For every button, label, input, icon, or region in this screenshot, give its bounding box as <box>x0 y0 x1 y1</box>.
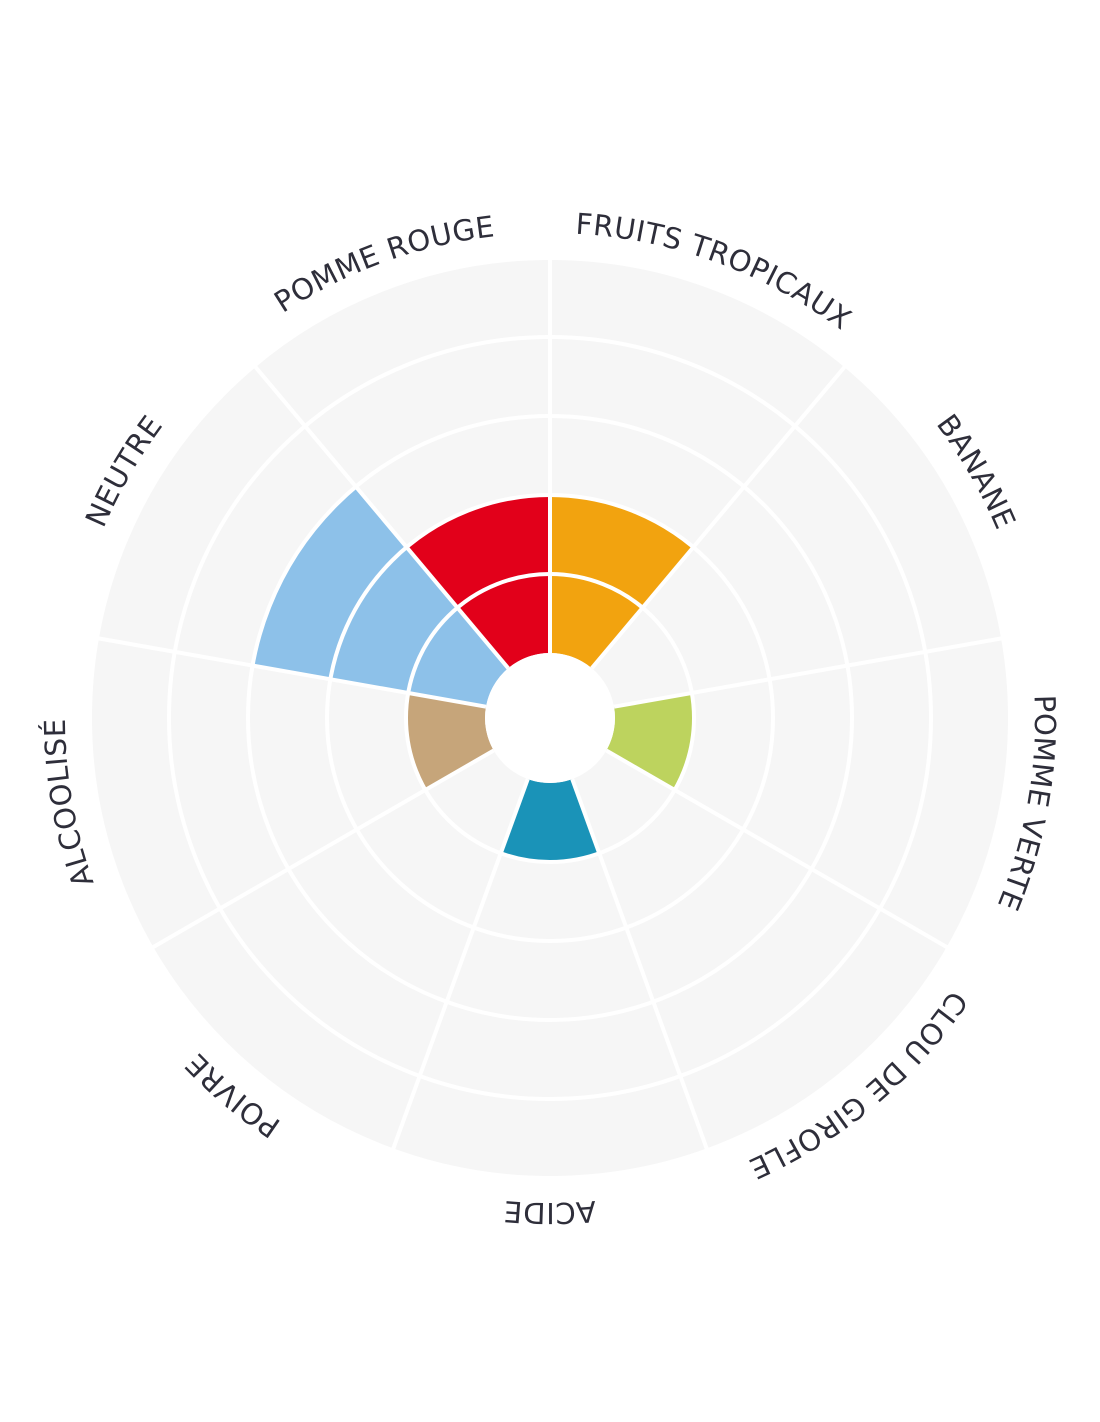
grid-spoke <box>605 748 950 950</box>
wedges <box>252 486 694 862</box>
grid-spoke <box>252 364 510 670</box>
wedge-pomme-verte <box>606 692 694 790</box>
grid-spoke <box>96 636 487 709</box>
grid-spoke <box>590 364 848 670</box>
wedge-neutre <box>252 486 509 707</box>
category-label: ACIDE <box>502 1194 597 1230</box>
grid-spoke <box>390 778 530 1151</box>
wedge-fruits-tropicaux <box>550 495 694 669</box>
grid-spoke <box>150 748 495 950</box>
center-hole <box>485 653 615 783</box>
grid-spoke <box>613 636 1004 709</box>
grid <box>88 256 1012 1180</box>
wedge-acide <box>500 779 600 862</box>
wedge-alcoolisé <box>406 692 494 790</box>
grid-spoke <box>570 778 710 1151</box>
wedge-pomme-rouge <box>406 495 550 669</box>
